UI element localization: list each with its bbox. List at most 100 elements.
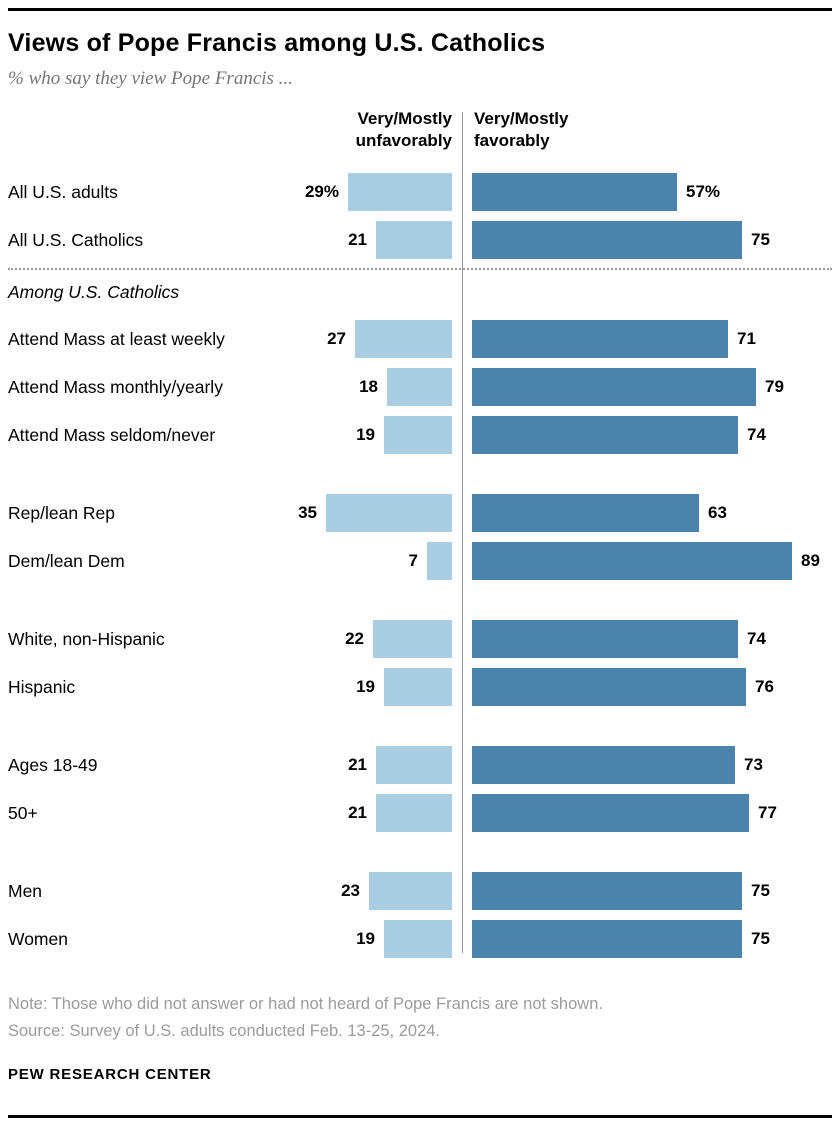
unfavorable-bar [384,416,452,455]
favorable-value: 75 [751,230,770,250]
favorable-bar [472,872,742,911]
favorable-bar [472,746,735,785]
bottom-rule [8,1115,832,1118]
favorable-value: 75 [751,929,770,949]
favorable-value: 77 [758,803,777,823]
center-axis-line [462,112,463,954]
unfavorable-value: 7 [408,551,418,571]
row-label: Rep/lean Rep [8,502,116,523]
favorable-zone: 75 [472,920,832,959]
favorable-zone: 71 [472,320,832,359]
favorable-column-header: Very/Mostly favorably [474,109,569,151]
unfavorable-bar [373,620,452,659]
favorable-bar [472,368,756,407]
row-label: Men [8,880,43,901]
unfavorable-bar [387,368,452,407]
unfavorable-value: 21 [348,755,367,775]
unfavorable-value: 21 [348,803,367,823]
favorable-bar [472,794,749,833]
unfavorable-zone: 21 [280,746,452,785]
chart-row: Ages 18-49 21 73 [8,741,832,789]
source-line: Source: Survey of U.S. adults conducted … [8,1021,441,1040]
chart-row: Hispanic 19 76 [8,663,832,711]
favorable-value: 89 [801,551,820,571]
unfavorable-value: 29% [304,182,339,202]
chart-notes: Note: Those who did not answer or had no… [8,991,832,1044]
row-label: Dem/lean Dem [8,550,125,571]
favorable-value: 74 [747,629,766,649]
chart-row: White, non-Hispanic 22 74 [8,615,832,663]
row-label: White, non-Hispanic [8,628,165,649]
favorable-zone: 76 [472,668,832,707]
unfavorable-zone: 29% [280,173,452,212]
unfavorable-value: 23 [341,881,360,901]
section-label: Among U.S. Catholics [8,282,180,303]
favorable-zone: 75 [472,872,832,911]
unfavorable-value: 19 [356,929,375,949]
chart-row: All U.S. adults 29% 57% [8,168,832,216]
row-label: 50+ [8,802,38,823]
unfavorable-zone: 23 [280,872,452,911]
note-line: Note: Those who did not answer or had no… [8,995,603,1014]
favorable-bar [472,920,742,959]
unfavorable-value: 22 [345,629,364,649]
chart-row: Attend Mass at least weekly 27 71 [8,315,832,363]
unfavorable-zone: 21 [280,221,452,260]
row-group: White, non-Hispanic 22 74 Hispanic 19 76 [8,615,832,711]
unfavorable-value: 27 [327,329,346,349]
favorable-value: 74 [747,425,766,445]
favorable-zone: 77 [472,794,832,833]
favorable-bar [472,173,677,212]
favorable-value: 79 [765,377,784,397]
favorable-value: 71 [737,329,756,349]
chart-row: Men 23 75 [8,867,832,915]
row-label: Ages 18-49 [8,754,98,775]
unfavorable-value: 18 [359,377,378,397]
favorable-zone: 57% [472,173,832,212]
favorable-value: 76 [755,677,774,697]
favorable-zone: 74 [472,416,832,455]
pew-research-center-label: PEW RESEARCH CENTER [8,1065,212,1083]
favorable-zone: 73 [472,746,832,785]
unfavorable-value: 19 [356,425,375,445]
chart-groups: All U.S. adults 29% 57% All U.S. Catholics 2… [8,168,832,963]
unfavorable-zone: 22 [280,620,452,659]
unfavorable-bar [376,746,452,785]
unfavorable-zone: 7 [280,542,452,581]
unfavorable-zone: 35 [280,494,452,533]
unfavorable-column-header: Very/Mostly unfavorably [355,109,452,151]
row-label: All U.S. adults [8,181,118,202]
favorable-zone: 79 [472,368,832,407]
top-rule [8,8,832,11]
dotted-separator [8,268,832,271]
unfavorable-value: 35 [298,503,317,523]
unfavorable-zone: 18 [280,368,452,407]
favorable-zone: 75 [472,221,832,260]
unfavorable-bar [376,221,452,260]
unfavorable-bar [355,320,452,359]
favorable-bar [472,668,746,707]
row-group: Men 23 75 Women 19 75 [8,867,832,963]
chart-row: Rep/lean Rep 35 63 [8,489,832,537]
favorable-zone: 63 [472,494,832,533]
unfavorable-value: 19 [356,677,375,697]
row-group: All U.S. adults 29% 57% All U.S. Catholics 2… [8,168,832,264]
favorable-value: 57% [686,182,721,202]
chart-row: Attend Mass seldom/never 19 74 [8,411,832,459]
chart-row: Dem/lean Dem 7 89 [8,537,832,585]
unfavorable-value: 21 [348,230,367,250]
row-label: Hispanic [8,676,76,697]
row-label: Women [8,928,68,949]
chart-row: Attend Mass monthly/yearly 18 79 [8,363,832,411]
chart-row: All U.S. Catholics 21 75 [8,216,832,264]
unfavorable-bar [427,542,452,581]
favorable-bar [472,620,738,659]
row-group: Attend Mass at least weekly 27 71 Attend Ma… [8,315,832,459]
chart-area: Very/Mostly unfavorably Very/Mostly favo… [8,108,832,963]
unfavorable-zone: 27 [280,320,452,359]
favorable-bar [472,320,728,359]
favorable-value: 75 [751,881,770,901]
favorable-bar [472,542,792,581]
chart-subtitle: % who say they view Pope Francis ... [8,68,293,89]
row-group: Rep/lean Rep 35 63 Dem/lean Dem 7 89 [8,489,832,585]
